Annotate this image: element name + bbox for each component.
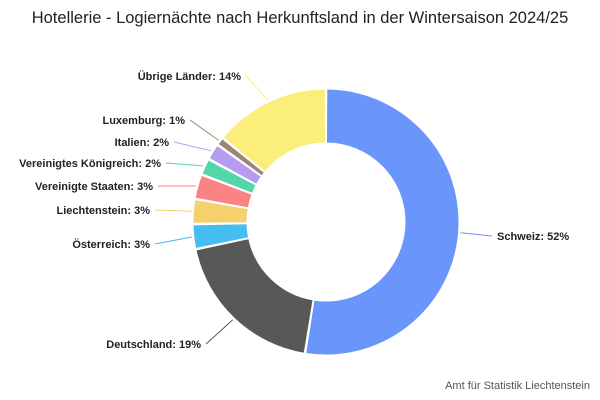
label-oesterreich: Österreich: 3% [72,238,150,251]
chart-title: Hotellerie - Logiernächte nach Herkunfts… [31,9,569,27]
leader-oesterreich [154,236,192,245]
slice-liechtenstein[interactable] [192,199,249,224]
leader-italien [173,141,212,152]
label-vereinigte-staaten: Vereinigte Staaten: 3% [35,181,153,193]
slice-oesterreich[interactable] [192,223,250,250]
leader-deutschland [205,319,234,345]
slice-vereinigte-staaten[interactable] [194,174,253,209]
label-deutschland: Deutschland: 19% [106,339,201,351]
slice-italien[interactable] [208,144,263,185]
label-vereinigtes-koenigreich: Vereinigtes Königreich: 2% [19,158,161,170]
leader-lines [154,75,493,345]
leader-liechtenstein [154,209,192,212]
slice-schweiz[interactable] [305,88,460,356]
slice-uebrige-laender[interactable] [222,88,327,173]
leader-luxemburg [189,119,219,141]
label-schweiz: Schweiz: 52% [497,231,569,243]
leader-schweiz [460,232,493,237]
slice-labels: Schweiz: 52% Deutschland: 19% Österreich: … [19,70,569,351]
slice-luxemburg[interactable] [217,138,266,177]
leader-vereinigtes-koenigreich [165,162,204,167]
donut-slices [192,88,460,356]
slice-deutschland[interactable] [195,238,314,354]
source-credit: Amt für Statistik Liechtenstein [445,380,590,392]
leader-uebrige-laender [245,75,269,101]
label-luxemburg: Luxemburg: 1% [102,115,185,127]
label-liechtenstein: Liechtenstein: 3% [56,205,150,217]
label-italien: Italien: 2% [115,137,170,149]
label-uebrige-laender: Übrige Länder: 14% [138,70,242,83]
slice-vereinigtes-koenigreich[interactable] [201,159,257,195]
